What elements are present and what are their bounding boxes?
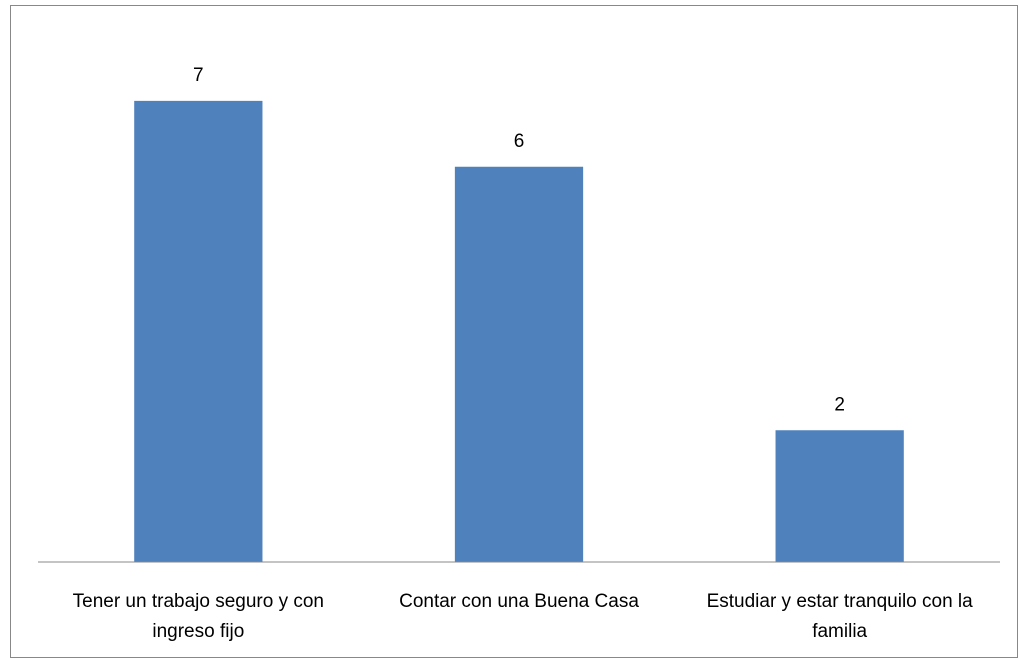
bar (454, 166, 584, 562)
x-tick-label: Tener un trabajo seguro y con ingreso fi… (72, 591, 325, 642)
x-tick-label: Estudiar y estar tranquilo con la famili… (706, 591, 973, 642)
data-label: 7 (193, 65, 204, 86)
bar (775, 430, 904, 562)
data-label: 6 (514, 131, 525, 152)
bar (134, 100, 263, 562)
data-label: 2 (834, 394, 845, 415)
x-tick-label: Contar con una Buena Casa (399, 591, 639, 612)
